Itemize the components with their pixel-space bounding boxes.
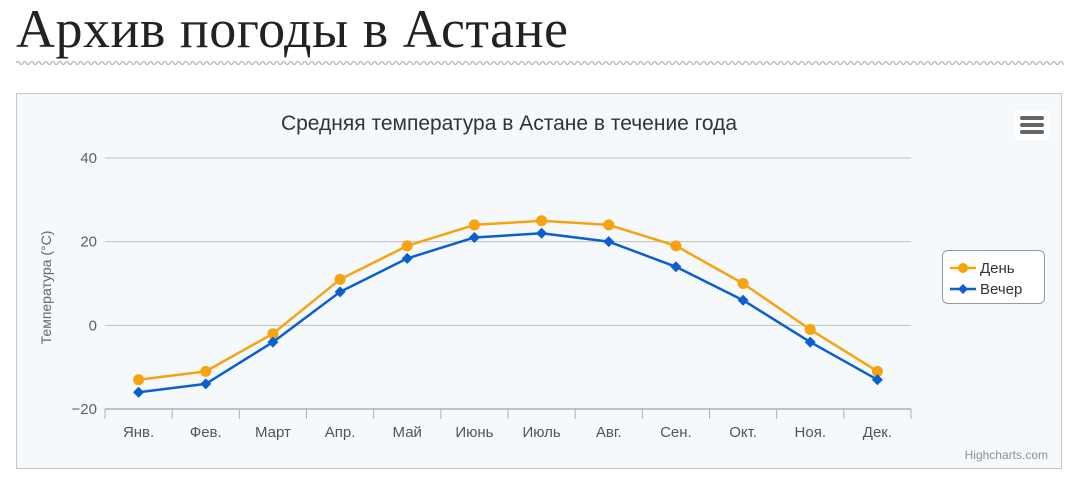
data-point-evening [267, 336, 279, 348]
title-wavy-divider [16, 60, 1064, 66]
legend-item-day[interactable]: День [949, 258, 1015, 278]
data-point-day [737, 278, 749, 289]
data-point-day [871, 365, 883, 377]
data-point-day [267, 328, 279, 340]
x-tick-label: Ноя. [795, 424, 826, 441]
legend-label-evening: Вечер [980, 280, 1023, 298]
hamburger-menu-icon-bar [1020, 130, 1044, 134]
data-point-evening [737, 294, 749, 306]
data-point-evening [536, 227, 548, 239]
y-tick-label: −20 [72, 401, 97, 418]
data-point-day [401, 240, 413, 252]
hamburger-menu-icon-bar [1020, 123, 1044, 127]
data-point-evening [468, 231, 480, 243]
chart-container: Средняя температура в Астане в течение г… [16, 93, 1062, 469]
chart-menu-button[interactable] [1015, 110, 1049, 140]
chart-legend: День Вечер [942, 250, 1045, 304]
data-point-evening [200, 378, 212, 390]
x-tick-label: Дек. [863, 424, 892, 441]
x-tick-label: Сен. [660, 424, 692, 441]
data-point-day [670, 240, 682, 252]
legend-symbol-day [950, 263, 976, 273]
data-point-day [200, 365, 212, 377]
x-tick-label: Май [393, 424, 422, 441]
hamburger-menu-icon [1020, 116, 1044, 120]
data-point-evening [670, 261, 682, 273]
x-tick-label: Апр. [325, 424, 356, 441]
y-axis-title: Температура (°C) [38, 231, 54, 345]
data-point-day [804, 324, 816, 336]
data-point-day [536, 215, 548, 227]
y-tick-label: 20 [80, 234, 97, 251]
data-point-evening [334, 286, 346, 298]
x-tick-label: Авг. [596, 424, 622, 441]
data-point-day [468, 219, 480, 231]
series-line-evening [137, 232, 879, 394]
data-point-day [133, 374, 145, 386]
data-point-day [603, 219, 615, 231]
data-point-evening [804, 336, 816, 348]
legend-symbol-evening [950, 284, 976, 294]
highcharts-credits-link[interactable]: Highcharts.com [964, 448, 1048, 462]
data-point-day [334, 273, 346, 285]
data-point-evening [133, 386, 145, 398]
page-title: Архив погоды в Астане [16, 0, 569, 59]
chart-title: Средняя температура в Астане в течение г… [281, 112, 737, 135]
series-line-day [137, 219, 879, 381]
y-tick-label: 0 [89, 317, 97, 334]
y-tick-label: 40 [80, 150, 97, 167]
x-tick-label: Июль [522, 424, 560, 441]
data-point-evening [401, 252, 413, 264]
data-point-evening [871, 374, 883, 386]
x-tick-label: Окт. [729, 424, 757, 441]
x-tick-label: Июнь [455, 424, 493, 441]
data-point-evening [603, 236, 615, 248]
legend-label-day: День [980, 259, 1015, 277]
temperature-chart: Средняя температура в Астане в течение г… [38, 112, 912, 441]
legend-item-evening[interactable]: Вечер [949, 279, 1022, 299]
x-tick-label: Фев. [190, 424, 222, 441]
x-tick-label: Янв. [123, 424, 154, 441]
x-tick-label: Март [255, 424, 291, 441]
